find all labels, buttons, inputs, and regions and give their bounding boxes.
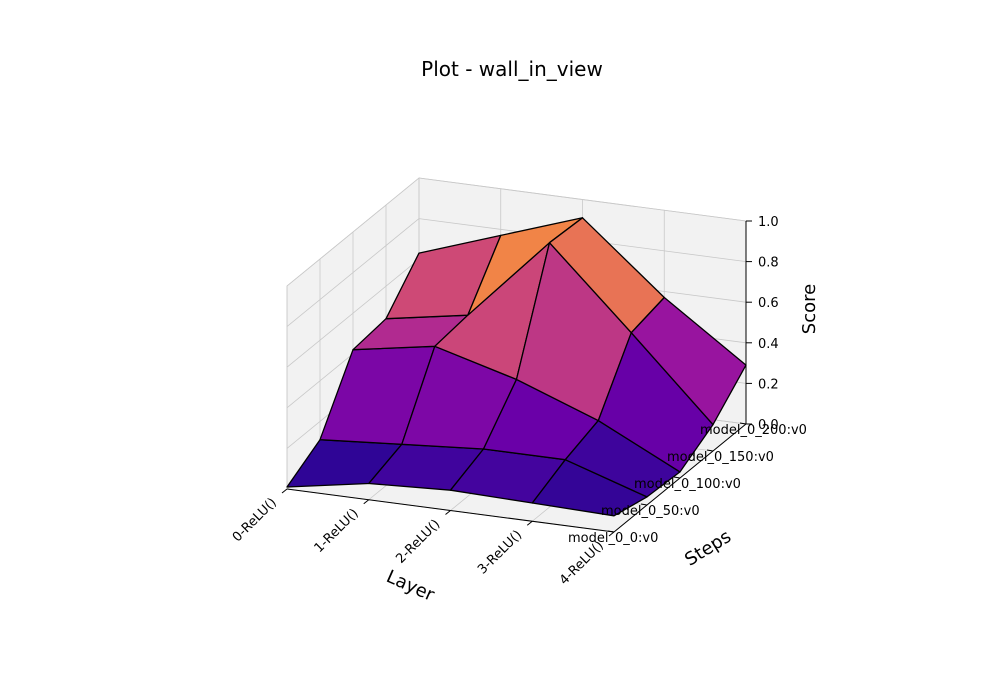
y-axis: model_0_0:v0 model_0_50:v0 model_0_100:v0 m… <box>568 422 807 546</box>
x-tick-label: 1-ReLU() <box>312 506 362 556</box>
x-tick <box>363 499 370 505</box>
y-tick <box>673 476 681 479</box>
x-axis-label: Layer <box>383 566 438 606</box>
y-tick-label: model_0_200:v0 <box>700 423 807 438</box>
y-tick-label: model_0_150:v0 <box>667 450 774 465</box>
z-tick-label: 0.8 <box>758 256 779 271</box>
chart-title: Plot - wall_in_view <box>421 57 603 81</box>
grid-line <box>286 218 420 327</box>
y-tick-label: model_0_0:v0 <box>568 531 658 546</box>
y-tick <box>739 422 747 425</box>
x-tick <box>608 531 615 537</box>
x-tick <box>281 488 288 494</box>
z-tick-label: 0.0 <box>758 418 779 433</box>
z-tick-label: 0.2 <box>758 377 779 392</box>
z-tick-label: 0.4 <box>758 337 779 352</box>
x-tick-label: 2-ReLU() <box>393 517 443 567</box>
y-tick-label: model_0_50:v0 <box>601 504 700 519</box>
x-tick-label: 3-ReLU() <box>475 528 525 578</box>
y-tick-label: model_0_100:v0 <box>634 477 741 492</box>
surface <box>286 217 747 517</box>
y-axis-label: Steps <box>681 526 735 571</box>
y-tick <box>640 503 648 506</box>
z-tick-label: 0.6 <box>758 296 779 311</box>
grid-line <box>286 177 420 287</box>
y-tick <box>607 530 615 533</box>
z-axis-label: Score <box>799 284 820 334</box>
y-tick <box>706 449 714 452</box>
grid-line <box>418 177 747 222</box>
z-axis: 0.0 0.2 0.4 0.6 0.8 1.0 <box>745 215 779 433</box>
x-tick-label: 0-ReLU() <box>230 495 280 545</box>
x-tick <box>445 510 451 515</box>
z-tick-label: 1.0 <box>758 215 779 230</box>
grid-line <box>286 258 420 368</box>
x-tick <box>526 520 533 526</box>
